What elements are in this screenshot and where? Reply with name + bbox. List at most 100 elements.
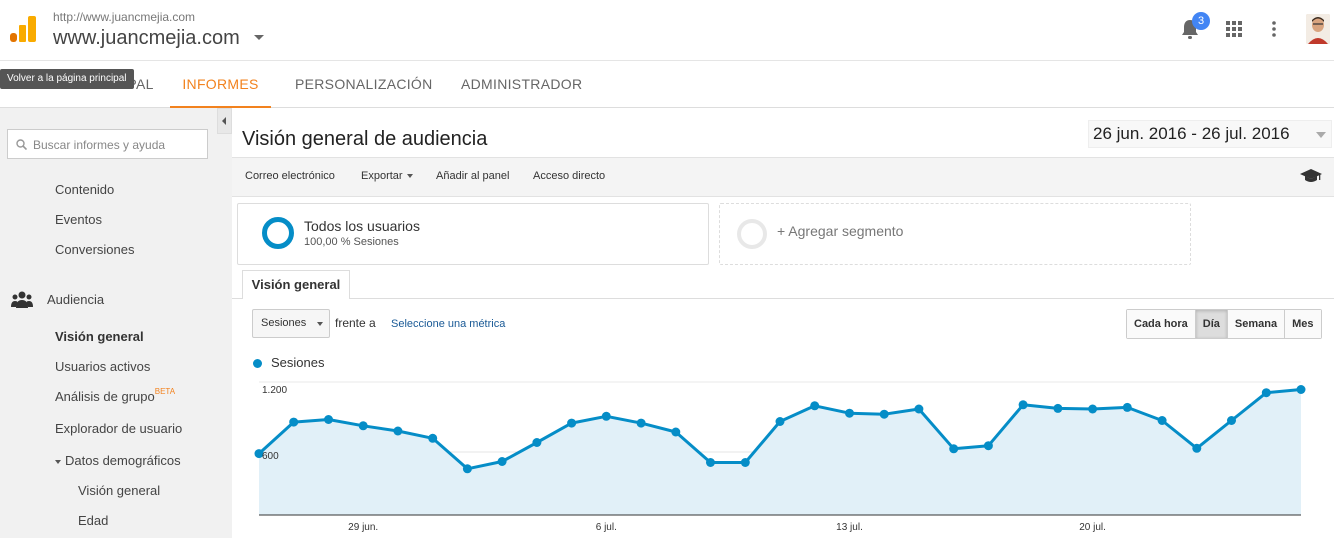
data-point <box>983 441 993 451</box>
x-tick-label: 13 jul. <box>836 522 863 533</box>
sidebar-item-demographics[interactable]: Datos demográficos <box>55 453 181 468</box>
month-button[interactable]: Mes <box>1285 310 1321 338</box>
sidebar-item-conversions[interactable]: Conversiones <box>55 242 135 257</box>
data-point <box>1018 400 1028 410</box>
beta-badge: BETA <box>154 387 176 396</box>
data-point <box>1122 402 1132 412</box>
week-button[interactable]: Semana <box>1227 310 1286 338</box>
data-point <box>1053 403 1063 413</box>
data-point <box>949 444 959 454</box>
collapse-sidebar-button[interactable] <box>217 108 232 134</box>
sidebar <box>0 108 232 538</box>
y-tick-label: 1.200 <box>262 385 287 396</box>
data-point <box>567 418 577 428</box>
chevron-down-icon <box>1316 132 1326 138</box>
data-point <box>1296 385 1306 394</box>
more-options-icon[interactable] <box>1268 21 1280 37</box>
day-button[interactable]: Día <box>1195 310 1228 338</box>
demographics-label: Datos demográficos <box>65 453 181 468</box>
sidebar-item-content[interactable]: Contenido <box>55 182 115 197</box>
legend-marker <box>253 359 262 368</box>
segment-card[interactable]: Todos los usuarios 100,00 % Sesiones <box>237 203 709 265</box>
email-button[interactable]: Correo electrónico <box>245 170 335 182</box>
empty-ring-icon <box>737 219 767 249</box>
analytics-logo-icon[interactable] <box>10 16 36 42</box>
sidebar-item-audience[interactable]: Audiencia <box>47 292 105 307</box>
data-point <box>497 457 507 466</box>
data-point <box>1192 443 1202 453</box>
data-point <box>810 401 820 411</box>
caret-down-icon <box>317 322 323 326</box>
series-area <box>259 389 1301 515</box>
data-point <box>601 411 611 421</box>
page-title: Visión general de audiencia <box>242 128 488 150</box>
metric-select[interactable]: Sesiones <box>252 309 330 338</box>
period-selector: Cada hora Día Semana Mes <box>1126 309 1322 339</box>
data-point <box>845 408 854 418</box>
account-url: http://www.juancmejia.com <box>53 10 196 24</box>
versus-label: frente a <box>335 316 376 330</box>
data-point <box>879 409 889 419</box>
notification-badge[interactable]: 3 <box>1192 12 1210 30</box>
data-point <box>254 449 264 459</box>
export-label: Exportar <box>361 170 403 182</box>
data-point <box>324 415 333 424</box>
export-button[interactable]: Exportar <box>361 170 413 182</box>
data-point <box>706 458 715 467</box>
data-point <box>289 417 299 427</box>
data-point <box>462 464 472 474</box>
main-nav: PÁGINA PRINCIPAL INFORMES PERSONALIZACIÓ… <box>0 61 1334 108</box>
legend-label: Sesiones <box>271 355 325 370</box>
segment-name: Todos los usuarios <box>304 218 420 234</box>
top-bar: http://www.juancmejia.com www.juancmejia… <box>0 0 1334 61</box>
audience-icon <box>11 291 33 308</box>
data-point <box>740 458 750 467</box>
data-point <box>775 417 785 426</box>
search-icon <box>16 139 27 150</box>
data-point <box>532 438 542 447</box>
shortcut-button[interactable]: Acceso directo <box>533 170 606 182</box>
tab-reports[interactable]: INFORMES <box>170 61 271 108</box>
y-tick-label: 600 <box>262 451 279 462</box>
add-segment-card[interactable]: + Agregar segmento <box>719 203 1191 265</box>
caret-down-icon <box>406 174 413 179</box>
tab-overview[interactable]: Visión general <box>242 270 350 299</box>
avatar[interactable] <box>1306 14 1330 44</box>
date-range-picker[interactable]: 26 jun. 2016 - 26 jul. 2016 <box>1088 120 1332 148</box>
tab-divider <box>232 298 1334 299</box>
add-segment-label: + Agregar segmento <box>777 223 904 239</box>
hourly-button[interactable]: Cada hora <box>1127 310 1196 338</box>
sidebar-item-overview[interactable]: Visión general <box>55 329 144 344</box>
search-box[interactable] <box>7 129 208 159</box>
data-point <box>636 418 646 428</box>
data-point <box>1157 416 1167 425</box>
x-tick-label: 29 jun. <box>348 522 378 533</box>
segment-percent: 100,00 % Sesiones <box>304 236 399 248</box>
sessions-chart: 600 1.200 29 jun. 6 jul. 13 jul. 20 jul. <box>254 381 1306 533</box>
sidebar-item-events[interactable]: Eventos <box>55 212 102 227</box>
tab-customization[interactable]: PERSONALIZACIÓN <box>295 76 433 92</box>
caret-down-icon <box>55 459 61 464</box>
report-toolbar: Correo electrónico Exportar Añadir al pa… <box>232 157 1334 197</box>
data-point <box>428 433 438 443</box>
data-point <box>358 421 368 431</box>
sidebar-item-cohort[interactable]: Análisis de grupoBETA <box>55 387 176 404</box>
apps-grid-icon[interactable] <box>1226 21 1242 37</box>
home-tooltip: Volver a la página principal <box>0 69 134 89</box>
search-input[interactable] <box>33 136 203 153</box>
chevron-down-icon[interactable] <box>254 35 264 40</box>
sidebar-item-active-users[interactable]: Usuarios activos <box>55 359 151 374</box>
metric-select-value: Sesiones <box>261 317 307 329</box>
property-selector[interactable]: www.juancmejia.com <box>53 27 240 49</box>
x-tick-label: 6 jul. <box>596 522 617 533</box>
cohort-label: Análisis de grupo <box>55 389 155 404</box>
data-point <box>1227 416 1236 425</box>
sidebar-item-demo-overview[interactable]: Visión general <box>78 483 161 498</box>
tab-admin[interactable]: ADMINISTRADOR <box>461 76 583 92</box>
graduation-cap-icon[interactable] <box>1300 168 1322 184</box>
select-metric-link[interactable]: Seleccione una métrica <box>391 318 506 330</box>
sidebar-item-age[interactable]: Edad <box>78 513 109 528</box>
add-to-dashboard-button[interactable]: Añadir al panel <box>436 170 510 182</box>
sidebar-item-user-explorer[interactable]: Explorador de usuario <box>55 421 183 436</box>
segment-ring-icon <box>262 217 294 249</box>
